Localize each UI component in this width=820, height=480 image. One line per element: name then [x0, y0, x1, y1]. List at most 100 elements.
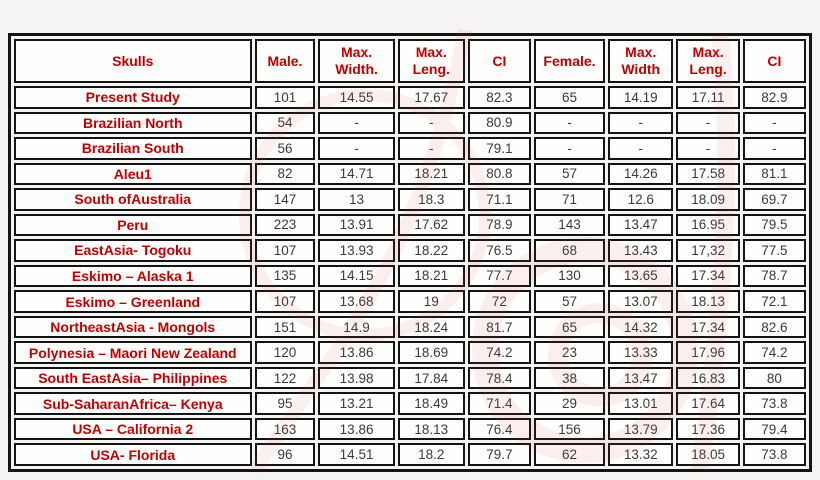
table-cell: 13.43: [607, 239, 674, 262]
table-cell: 13.65: [607, 264, 674, 288]
column-header: Max. Leng.: [676, 39, 740, 83]
table-cell: 19: [397, 290, 465, 313]
table-cell: 107: [254, 239, 316, 262]
table-cell: 80.9: [467, 111, 532, 135]
table-cell: 74.2: [467, 341, 532, 364]
table-row: NortheastAsia - Mongols 151 14.9 18.24 81.7 6…: [14, 315, 806, 339]
table-row: Peru 223 13.91 17.62 78.9 143 13.47 16.95 79.5: [14, 213, 806, 237]
table-cell: 17.62: [397, 213, 465, 237]
table-cell: 65: [534, 315, 605, 339]
skulls-table-frame: Skulls Male. Max. Width. Max. Leng. CI Female…: [8, 33, 812, 472]
table-cell: 65: [534, 86, 605, 109]
column-header: Skulls: [14, 39, 252, 83]
table-cell: 13.47: [607, 366, 674, 390]
column-header: Max. Leng.: [397, 39, 465, 83]
table-cell: 14.9: [318, 315, 395, 339]
table-row: Present Study 101 14.55 17.67 82.3 65 14.19 17.…: [14, 86, 806, 109]
table-cell: 17.64: [676, 392, 740, 415]
row-label: USA- Florida: [14, 443, 252, 466]
table-body: Present Study 101 14.55 17.67 82.3 65 14.19 17.…: [14, 86, 806, 466]
table-cell: 82.9: [742, 86, 806, 109]
table-cell: 13.93: [318, 239, 395, 262]
table-cell: 78.4: [467, 366, 532, 390]
table-cell: 13.86: [318, 417, 395, 441]
table-cell: 17,32: [676, 239, 740, 262]
table-cell: 95: [254, 392, 316, 415]
table-cell: 82: [254, 162, 316, 186]
table-cell: 76.5: [467, 239, 532, 262]
table-cell: 13.47: [607, 213, 674, 237]
table-cell: 76.4: [467, 417, 532, 441]
table-cell: 78.9: [467, 213, 532, 237]
table-cell: 107: [254, 290, 316, 313]
table-cell: 147: [254, 188, 316, 211]
table-cell: 79.7: [467, 443, 532, 466]
table-cell: -: [676, 111, 740, 135]
table-row: Brazilian South 56- -79.1- - - -: [14, 137, 806, 160]
table-cell: 72: [467, 290, 532, 313]
row-label: Brazilian South: [14, 137, 252, 160]
table-cell: 77.5: [742, 239, 806, 262]
row-label: USA – California 2: [14, 417, 252, 441]
table-cell: 13.91: [318, 213, 395, 237]
table-cell: 17.96: [676, 341, 740, 364]
table-cell: 79.4: [742, 417, 806, 441]
table-cell: 79.5: [742, 213, 806, 237]
table-cell: 101: [254, 86, 316, 109]
table-cell: -: [742, 137, 806, 160]
table-cell: 38: [534, 366, 605, 390]
table-cell: 17.34: [676, 264, 740, 288]
table-cell: 130: [534, 264, 605, 288]
row-label: Eskimo – Greenland: [14, 290, 252, 313]
header-row: Skulls Male. Max. Width. Max. Leng. CI Female…: [14, 39, 806, 83]
table-cell: 143: [534, 213, 605, 237]
table-cell: -: [534, 137, 605, 160]
table-cell: 13: [318, 188, 395, 211]
table-cell: 17.84: [397, 366, 465, 390]
table-cell: -: [397, 137, 465, 160]
row-label: Aleu1: [14, 162, 252, 186]
table-cell: -: [397, 111, 465, 135]
table-cell: -: [318, 137, 395, 160]
table-cell: 79.1: [467, 137, 532, 160]
table-cell: -: [607, 111, 674, 135]
table-cell: 14.32: [607, 315, 674, 339]
table-cell: 29: [534, 392, 605, 415]
column-header: Max. Width: [607, 39, 674, 83]
table-row: South ofAustralia 147 13 18.3 71.1 71 12.6 18.0…: [14, 188, 806, 211]
table-row: Eskimo – Greenland 107 13.68 19 72 57 13.07 18.…: [14, 290, 806, 313]
table-cell: 14.51: [318, 443, 395, 466]
table-row: Eskimo – Alaska 1 135 14.15 18.21 77.7 130 13.…: [14, 264, 806, 288]
skulls-table: Skulls Male. Max. Width. Max. Leng. CI Female…: [11, 36, 809, 469]
table-cell: 57: [534, 162, 605, 186]
row-label: South EastAsia– Philippines: [14, 366, 252, 390]
table-cell: 23: [534, 341, 605, 364]
table-cell: 17.58: [676, 162, 740, 186]
row-label: Polynesia – Maori New Zealand: [14, 341, 252, 364]
table-cell: 13.98: [318, 366, 395, 390]
table-cell: 16.83: [676, 366, 740, 390]
table-cell: 122: [254, 366, 316, 390]
row-label: Present Study: [14, 86, 252, 109]
table-cell: 13.21: [318, 392, 395, 415]
table-cell: 18.09: [676, 188, 740, 211]
table-cell: 18.13: [676, 290, 740, 313]
table-cell: 14.55: [318, 86, 395, 109]
table-cell: 82.3: [467, 86, 532, 109]
table-cell: 13.68: [318, 290, 395, 313]
table-cell: 81.1: [742, 162, 806, 186]
table-cell: -: [676, 137, 740, 160]
table-cell: 135: [254, 264, 316, 288]
table-cell: 156: [534, 417, 605, 441]
table-cell: 18.49: [397, 392, 465, 415]
table-cell: 81.7: [467, 315, 532, 339]
table-cell: 13.86: [318, 341, 395, 364]
table-cell: 72.1: [742, 290, 806, 313]
table-cell: 71.1: [467, 188, 532, 211]
table-cell: -: [318, 111, 395, 135]
table-cell: 120: [254, 341, 316, 364]
table-cell: 18.13: [397, 417, 465, 441]
table-cell: 56: [254, 137, 316, 160]
table-cell: 73.8: [742, 392, 806, 415]
row-label: Brazilian North: [14, 111, 252, 135]
